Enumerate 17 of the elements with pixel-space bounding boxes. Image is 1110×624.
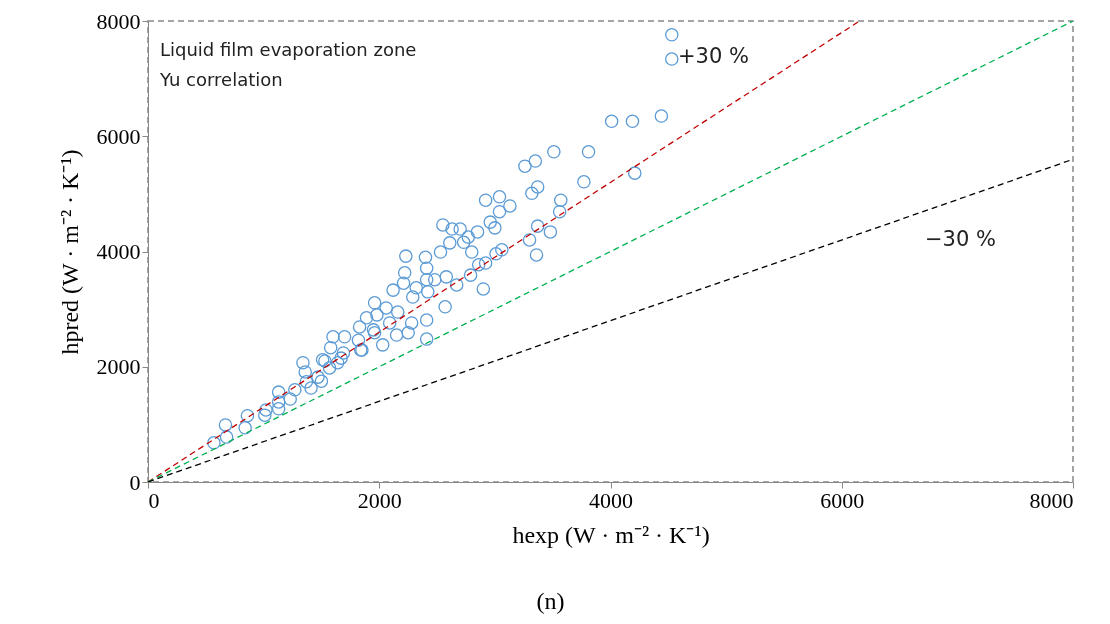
x-tick-label: 4000	[589, 487, 633, 513]
y-tick-label: 2000	[96, 354, 141, 380]
y-tick-label: 6000	[96, 123, 141, 149]
x-axis-title: hexp (W · m⁻² · K⁻¹)	[512, 521, 710, 548]
y-tick-label: 8000	[96, 8, 141, 34]
annotation: Liquid film evaporation zone	[160, 39, 417, 60]
y-axis-title: hpred (W · m⁻² · K⁻¹)	[56, 149, 83, 355]
text: (n)	[536, 588, 565, 614]
annotation: +30 %	[678, 44, 749, 68]
x-tick-label: 6000	[820, 487, 865, 513]
y-tick-label: 0	[129, 469, 141, 495]
annotation: Yu correlation	[159, 69, 283, 90]
x-tick-label: 8000	[1029, 487, 1074, 513]
x-tick-label: 2000	[357, 487, 402, 513]
annotation: −30 %	[925, 227, 996, 251]
y-tick-label: 4000	[96, 239, 141, 264]
x-tick-label: 0	[148, 487, 160, 513]
